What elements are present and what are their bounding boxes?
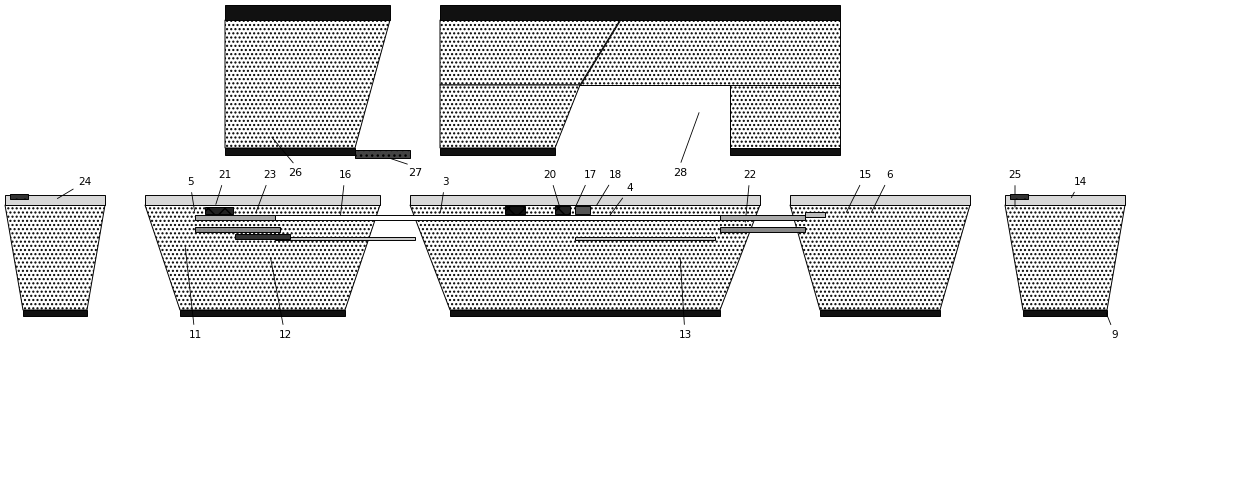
Text: 21: 21 <box>216 170 232 204</box>
Text: 11: 11 <box>185 248 202 340</box>
Bar <box>195 215 275 220</box>
Bar <box>145 195 379 205</box>
Polygon shape <box>224 20 391 148</box>
Text: 28: 28 <box>673 168 687 178</box>
Bar <box>5 195 105 205</box>
Polygon shape <box>440 85 580 148</box>
Bar <box>180 310 345 316</box>
Text: 13: 13 <box>678 258 692 340</box>
Text: 27: 27 <box>408 168 422 178</box>
Text: 6: 6 <box>872 170 893 213</box>
Text: 22: 22 <box>743 170 756 222</box>
Text: 18: 18 <box>596 170 621 206</box>
Text: 26: 26 <box>288 168 303 178</box>
Bar <box>820 310 940 316</box>
Bar <box>440 5 839 20</box>
Polygon shape <box>145 205 379 310</box>
Polygon shape <box>1004 205 1125 310</box>
Bar <box>575 206 590 214</box>
Text: 14: 14 <box>1071 177 1086 197</box>
Text: 9: 9 <box>1106 313 1118 340</box>
Bar <box>730 148 839 155</box>
Text: 12: 12 <box>270 258 291 340</box>
Polygon shape <box>580 20 839 85</box>
Bar <box>410 195 760 205</box>
Bar <box>205 207 233 214</box>
Polygon shape <box>440 20 620 85</box>
Bar <box>275 215 720 220</box>
Text: 20: 20 <box>543 170 559 205</box>
Bar <box>720 215 805 220</box>
Text: 25: 25 <box>1008 170 1022 207</box>
Bar <box>556 206 570 214</box>
Bar <box>450 310 720 316</box>
Text: 24: 24 <box>57 177 92 198</box>
Bar <box>236 234 290 239</box>
Polygon shape <box>410 205 760 310</box>
Bar <box>720 227 805 232</box>
Bar <box>730 85 839 148</box>
Text: 23: 23 <box>255 170 277 212</box>
Text: 16: 16 <box>339 170 352 217</box>
Bar <box>505 206 525 214</box>
Polygon shape <box>790 205 970 310</box>
Bar <box>275 237 415 240</box>
Text: 15: 15 <box>846 170 872 213</box>
Text: 17: 17 <box>577 170 596 205</box>
Bar <box>24 310 87 316</box>
Bar <box>1011 194 1028 199</box>
Bar <box>355 150 410 158</box>
Polygon shape <box>5 205 105 310</box>
Bar <box>1004 195 1125 205</box>
Bar <box>224 5 391 20</box>
Bar <box>224 148 355 155</box>
Text: 4: 4 <box>606 183 634 220</box>
Bar <box>575 237 715 240</box>
Text: 3: 3 <box>440 177 449 212</box>
Bar <box>195 227 280 232</box>
Bar <box>1023 310 1107 316</box>
Bar <box>10 194 29 199</box>
Bar <box>805 212 825 217</box>
Text: 5: 5 <box>187 177 195 211</box>
Bar <box>790 195 970 205</box>
Bar <box>440 148 556 155</box>
